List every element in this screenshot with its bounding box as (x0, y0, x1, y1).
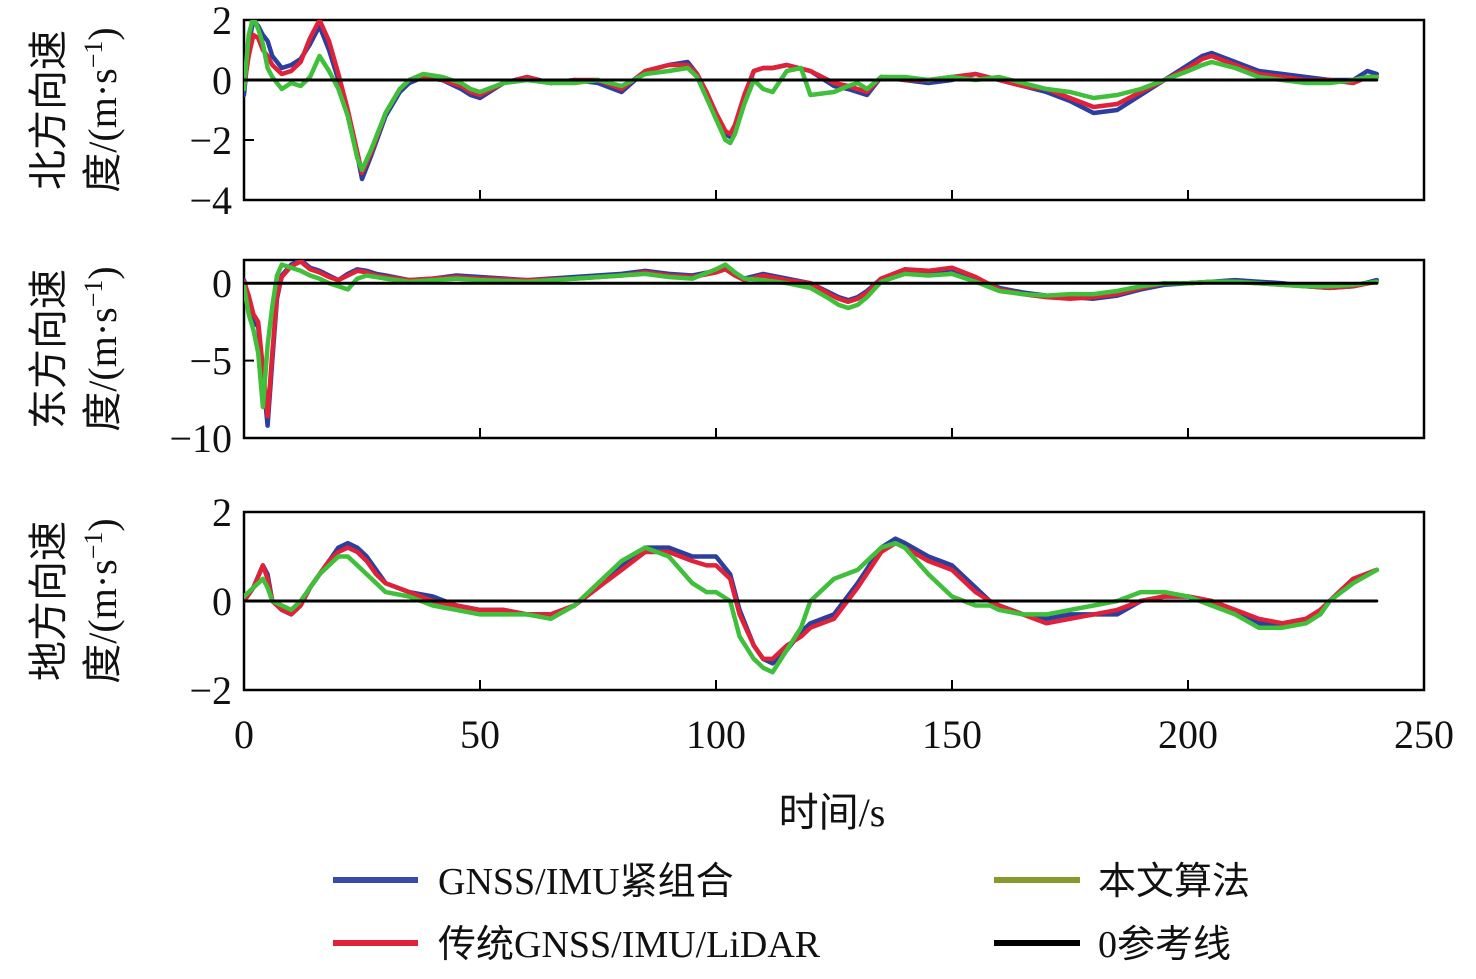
y-tick-label: 0 (212, 579, 232, 624)
y-axis-label-line2: 度/(m·s−1) (79, 27, 125, 192)
series-group (244, 536, 1380, 675)
panel-down: 2 0 −2 地方向速 度/(m·s−1) (26, 490, 1426, 713)
y-axis-label-line1: 北方向速 (26, 30, 71, 190)
y-tick-label: −2 (189, 118, 232, 163)
y-axis-label-line1: 东方向速 (26, 269, 71, 429)
y-axis-label-line2: 度/(m·s−1) (79, 266, 125, 431)
panel-frame (242, 18, 1426, 202)
panel-north: 2 0 −2 −4 北方向速 度/(m·s−1) (26, 0, 1426, 223)
y-tick-label: 2 (212, 0, 232, 43)
series-gnss-imu (244, 20, 1380, 182)
x-tick-label: 150 (922, 712, 982, 757)
y-tick-label: −2 (189, 668, 232, 713)
x-axis-ticks: 0 50 100 150 200 250 (234, 712, 1454, 757)
x-axis-label: 时间/s (779, 790, 886, 835)
y-axis-label-line1: 地方向速 (26, 521, 71, 681)
y-tick-label: 0 (212, 261, 232, 306)
series-proposed (244, 20, 1380, 173)
y-tick-label: −5 (189, 339, 232, 384)
y-tick-label: 0 (212, 58, 232, 103)
legend-label-zero-ref: 0参考线 (1098, 924, 1231, 966)
x-tick-label: 0 (234, 712, 254, 757)
y-axis-label-line2: 度/(m·s−1) (79, 518, 125, 683)
x-tick-label: 50 (460, 712, 500, 757)
series-proposed (244, 540, 1380, 675)
y-tick-label: 2 (212, 490, 232, 535)
series-traditional-lidar (244, 20, 1380, 176)
panel-frame (242, 258, 1426, 440)
legend-label-proposed: 本文算法 (1098, 861, 1250, 903)
series-traditional-lidar (244, 260, 1380, 419)
y-tick-label: −4 (189, 178, 232, 223)
series-group (244, 20, 1380, 182)
legend-label-traditional: 传统GNSS/IMU/LiDAR (438, 924, 821, 966)
x-tick-label: 100 (686, 712, 746, 757)
legend-label-gnss-imu: GNSS/IMU紧组合 (438, 861, 734, 903)
series-proposed (244, 262, 1380, 410)
panel-east: 0 −5 −10 东方向速 度/(m·s−1) (26, 258, 1426, 461)
y-tick-label: −10 (169, 416, 232, 461)
x-tick-label: 200 (1158, 712, 1218, 757)
series-group (244, 260, 1380, 428)
x-tick-label: 250 (1394, 712, 1454, 757)
legend: GNSS/IMU紧组合 本文算法 传统GNSS/IMU/LiDAR 0参考线 (333, 861, 1250, 966)
